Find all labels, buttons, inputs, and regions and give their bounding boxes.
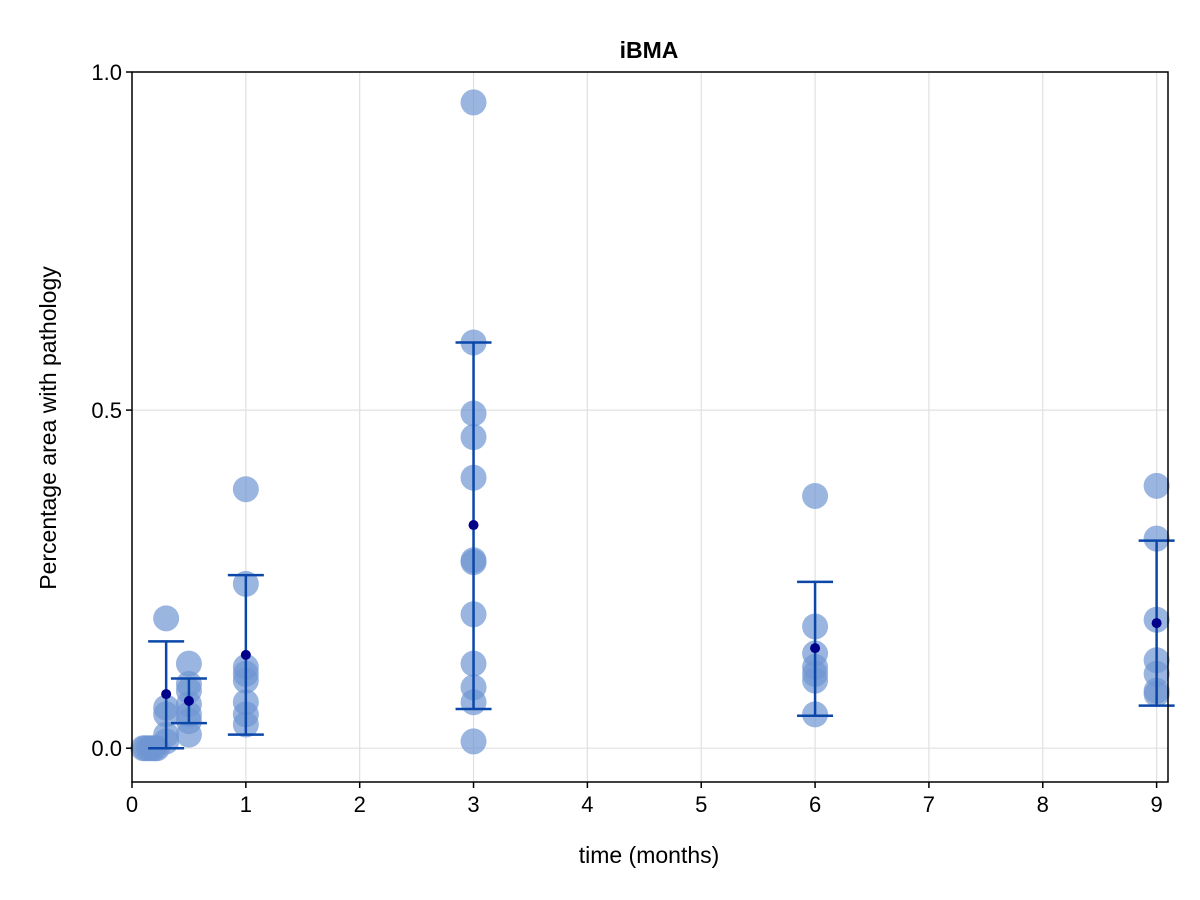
x-tick-label: 0 (126, 792, 138, 817)
mean-marker (161, 689, 172, 700)
x-axis-ticks: 0 1 2 3 4 5 6 7 8 9 (126, 782, 1163, 817)
data-points (130, 89, 1170, 762)
x-tick-label: 6 (809, 792, 821, 817)
x-tick-label: 8 (1037, 792, 1049, 817)
mean-marker (810, 643, 821, 654)
data-point (802, 482, 829, 509)
data-point (1143, 525, 1170, 552)
grid (131, 71, 1168, 782)
axes (131, 71, 1169, 783)
x-tick-label: 4 (581, 792, 593, 817)
data-point (153, 605, 180, 632)
y-tick-label: 0.0 (91, 736, 122, 761)
data-point (175, 650, 202, 677)
mean-marker (183, 695, 194, 706)
y-tick-label: 0.5 (91, 398, 122, 423)
y-axis-ticks: 0.0 0.5 1.0 (91, 60, 132, 761)
x-tick-label: 9 (1150, 792, 1162, 817)
chart-title: iBMA (620, 37, 679, 63)
x-tick-label: 5 (695, 792, 707, 817)
x-axis-label: time (months) (579, 842, 720, 868)
data-point (460, 728, 487, 755)
data-point (460, 89, 487, 116)
mean-marker (1151, 618, 1162, 629)
mean-marker (468, 520, 479, 531)
y-tick-label: 1.0 (91, 60, 122, 85)
mean-marker (240, 649, 251, 660)
plot-frame (131, 71, 1169, 783)
x-tick-label: 3 (467, 792, 479, 817)
summary-markers (148, 341, 1175, 750)
data-point (232, 476, 259, 503)
x-tick-label: 1 (240, 792, 252, 817)
data-point (1143, 472, 1170, 499)
data-point (175, 721, 202, 748)
x-tick-label: 2 (354, 792, 366, 817)
x-tick-label: 7 (923, 792, 935, 817)
y-axis-label: Percentage area with pathology (35, 266, 61, 590)
